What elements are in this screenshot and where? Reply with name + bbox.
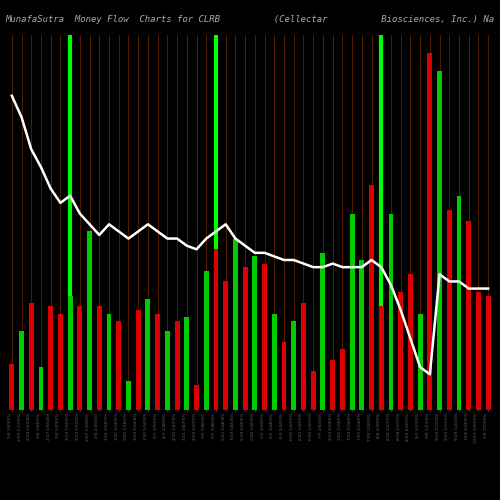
Bar <box>340 350 345 410</box>
Bar <box>48 306 53 410</box>
Bar <box>282 342 286 410</box>
Bar <box>447 210 452 410</box>
Bar <box>437 70 442 410</box>
Bar <box>184 317 189 410</box>
Bar <box>388 214 394 410</box>
Bar <box>233 238 238 410</box>
Bar <box>204 270 208 410</box>
Bar <box>97 306 102 410</box>
Bar <box>214 250 218 410</box>
Bar <box>174 320 180 410</box>
Bar <box>194 385 199 410</box>
Bar <box>408 274 413 410</box>
Bar <box>10 364 14 410</box>
Bar <box>155 314 160 410</box>
Bar <box>379 306 384 410</box>
Bar <box>486 296 490 410</box>
Bar <box>106 314 112 410</box>
Bar <box>320 253 326 410</box>
Bar <box>78 306 82 410</box>
Bar <box>19 332 24 410</box>
Bar <box>146 300 150 410</box>
Bar <box>456 196 462 410</box>
Bar <box>126 382 131 410</box>
Bar <box>29 303 34 410</box>
Bar <box>301 303 306 410</box>
Bar <box>369 185 374 410</box>
Bar <box>466 220 471 410</box>
Bar <box>242 267 248 410</box>
Bar <box>418 314 422 410</box>
Bar <box>330 360 335 410</box>
Bar <box>398 292 403 410</box>
Bar <box>476 292 481 410</box>
Bar <box>224 282 228 410</box>
Bar <box>350 214 354 410</box>
Bar <box>311 370 316 410</box>
Text: MunafaSutra  Money Flow  Charts for CLRB          (Cellectar          Bioscience: MunafaSutra Money Flow Charts for CLRB (… <box>5 15 494 24</box>
Bar <box>68 296 72 410</box>
Bar <box>38 367 44 410</box>
Bar <box>262 264 267 410</box>
Bar <box>58 314 63 410</box>
Bar <box>428 53 432 410</box>
Bar <box>87 232 92 410</box>
Bar <box>136 310 140 410</box>
Bar <box>360 260 364 410</box>
Bar <box>165 332 170 410</box>
Bar <box>272 314 276 410</box>
Bar <box>292 320 296 410</box>
Bar <box>252 256 258 410</box>
Bar <box>116 320 121 410</box>
